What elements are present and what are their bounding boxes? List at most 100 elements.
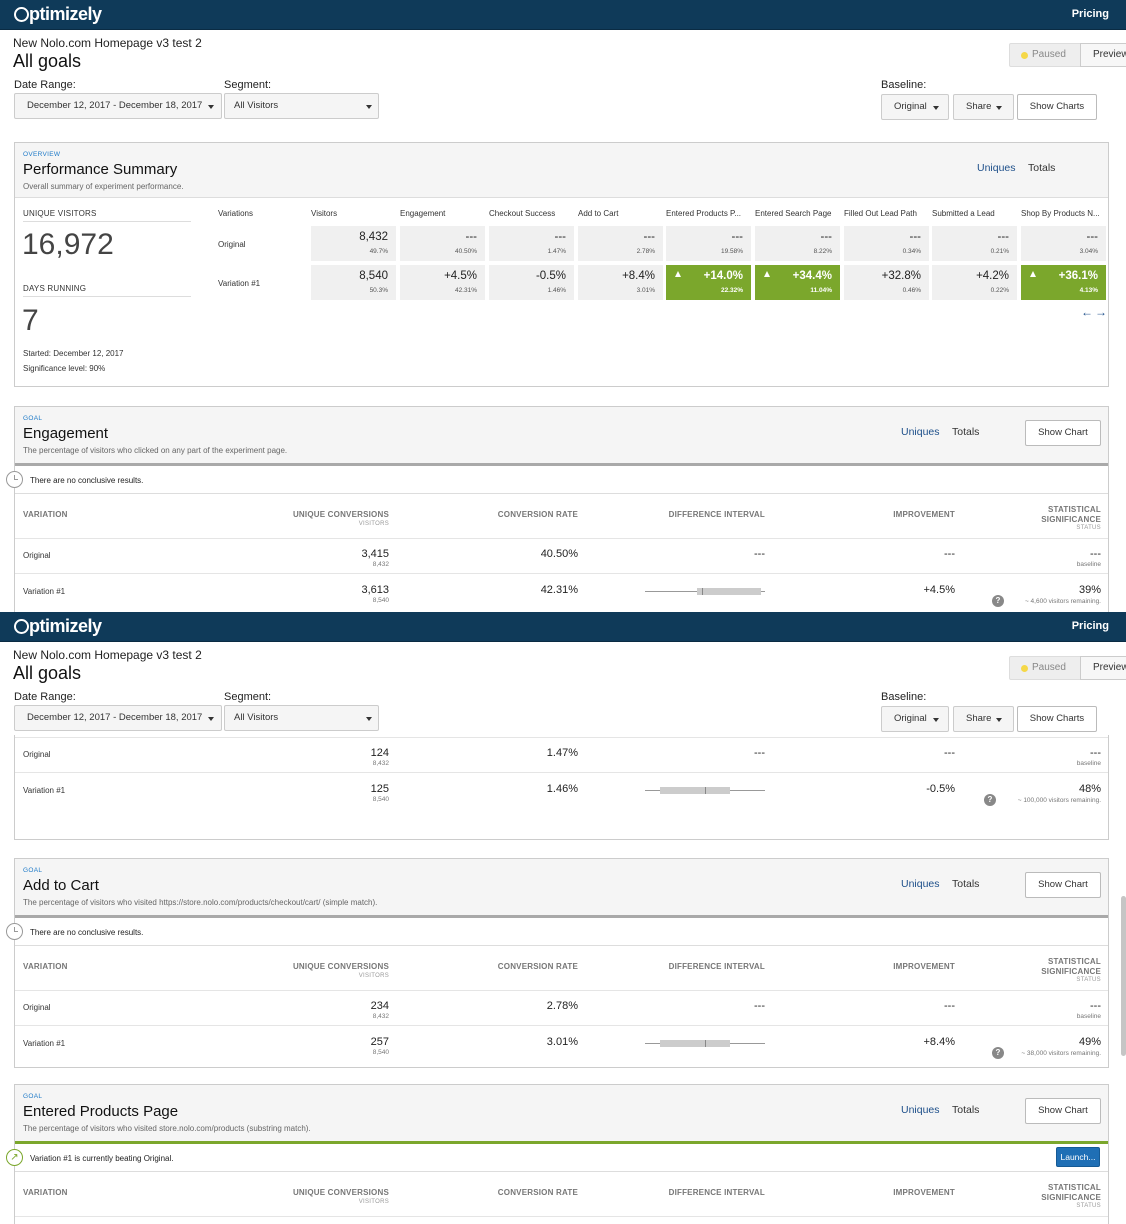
header-significance: SIGNIFICANCE <box>1041 967 1101 976</box>
summary-cell[interactable]: --- 0.21% <box>932 226 1017 261</box>
cell-sub-value: 22.32% <box>720 287 743 294</box>
help-icon[interactable]: ? <box>992 595 1004 607</box>
summary-cell[interactable]: +4.2% 0.22% <box>932 265 1017 300</box>
date-range-label: Date Range: <box>14 79 76 91</box>
column-header: Submitted a Lead <box>932 209 995 218</box>
header-status-sub: STATUS <box>1076 977 1101 983</box>
cell-value: 8,432 <box>359 231 388 243</box>
header-conversion-rate: CONVERSION RATE <box>497 962 578 971</box>
scrollbar[interactable] <box>1121 896 1126 1056</box>
goal-kicker: GOAL <box>23 867 43 874</box>
help-icon[interactable]: ? <box>992 1047 1004 1059</box>
summary-cell[interactable]: --- 2.78% <box>578 226 663 261</box>
screenshot-top: ptimizely Pricing New Nolo.com Homepage … <box>0 0 1126 612</box>
tab-uniques[interactable]: Uniques <box>901 878 940 890</box>
preview-button[interactable]: Preview <box>1080 43 1126 67</box>
summary-cell[interactable]: --- 0.34% <box>844 226 929 261</box>
entered-products-title: Entered Products Page <box>23 1103 179 1120</box>
significance-level: Significance level: 90% <box>23 364 106 373</box>
status-paused-button[interactable]: Paused <box>1009 43 1081 67</box>
variation-name: Original <box>23 1003 51 1012</box>
summary-cell[interactable]: +36.1% 4.13% <box>1021 265 1106 300</box>
summary-cell[interactable]: --- 19.58% <box>666 226 751 261</box>
launch-button[interactable]: Launch... <box>1056 1147 1100 1167</box>
summary-cell[interactable]: --- 3.04% <box>1021 226 1106 261</box>
variation-name: Variation #1 <box>23 1039 66 1048</box>
baseline-dropdown[interactable]: Original <box>881 706 949 732</box>
status-bar <box>15 915 1108 918</box>
segment-dropdown[interactable]: All Visitors <box>224 93 379 119</box>
cell-value: --- <box>820 231 833 243</box>
date-range-dropdown[interactable]: December 12, 2017 - December 18, 2017 <box>14 705 222 731</box>
show-chart-button[interactable]: Show Chart <box>1025 872 1101 898</box>
tab-uniques[interactable]: Uniques <box>977 162 1016 174</box>
summary-cell[interactable]: +34.4% 11.04% <box>755 265 840 300</box>
share-dropdown[interactable]: Share <box>953 94 1014 120</box>
tab-totals[interactable]: Totals <box>1028 162 1056 174</box>
date-range-value: December 12, 2017 - December 18, 2017 <box>27 712 203 723</box>
summary-cell[interactable]: 8,432 49.7% <box>311 226 396 261</box>
summary-cell[interactable]: --- 8.22% <box>755 226 840 261</box>
header-improvement: IMPROVEMENT <box>893 510 955 519</box>
chevron-down-icon <box>208 717 214 721</box>
tab-totals[interactable]: Totals <box>952 878 980 890</box>
tab-uniques[interactable]: Uniques <box>901 1104 940 1116</box>
goal-add-to-cart-panel: GOAL Add to Cart The percentage of visit… <box>6 858 1109 1068</box>
summary-cell[interactable]: +32.8% 0.46% <box>844 265 929 300</box>
show-charts-button[interactable]: Show Charts <box>1017 94 1097 120</box>
tab-totals[interactable]: Totals <box>952 1104 980 1116</box>
trending-up-icon: ↗ <box>6 1149 23 1166</box>
tab-uniques[interactable]: Uniques <box>901 426 940 438</box>
column-header: Entered Search Page <box>755 209 832 218</box>
goal-engagement-panel: GOAL Engagement The percentage of visito… <box>6 406 1109 612</box>
interval-range <box>660 1040 730 1047</box>
segment-label: Segment: <box>224 691 272 703</box>
interval-range <box>697 588 761 595</box>
pricing-link[interactable]: Pricing <box>1071 620 1109 632</box>
tab-totals[interactable]: Totals <box>952 426 980 438</box>
optimizely-logo[interactable]: ptimizely <box>14 4 102 25</box>
engagement-header: GOAL Engagement The percentage of visito… <box>15 407 1108 464</box>
cell-sub-value: 1.46% <box>547 287 566 294</box>
summary-cell[interactable]: +8.4% 3.01% <box>578 265 663 300</box>
baseline-dropdown[interactable]: Original <box>881 94 949 120</box>
show-charts-button[interactable]: Show Charts <box>1017 706 1097 732</box>
preview-button[interactable]: Preview <box>1080 656 1126 680</box>
difference-interval-value: --- <box>754 548 765 560</box>
entered-products-desc: The percentage of visitors who visited s… <box>23 1124 311 1133</box>
variation-name: Original <box>23 750 51 759</box>
date-range-dropdown[interactable]: December 12, 2017 - December 18, 2017 <box>14 93 222 119</box>
summary-cell[interactable]: -0.5% 1.46% <box>489 265 574 300</box>
show-chart-button[interactable]: Show Chart <box>1025 420 1101 446</box>
column-header: Add to Cart <box>578 209 619 218</box>
days-running-label: DAYS RUNNING <box>23 284 87 293</box>
up-triangle-icon <box>764 271 770 277</box>
cell-sub-value: 0.34% <box>902 248 921 255</box>
interval-range <box>660 787 730 794</box>
segment-dropdown[interactable]: All Visitors <box>224 705 379 731</box>
logo-o-icon <box>14 7 29 22</box>
summary-desc: Overall summary of experiment performanc… <box>23 182 184 191</box>
show-chart-button[interactable]: Show Chart <box>1025 1098 1101 1124</box>
summary-cell[interactable]: 8,540 50.3% <box>311 265 396 300</box>
conclusive-status: There are no conclusive results. <box>6 918 1108 946</box>
status-paused-button[interactable]: Paused <box>1009 656 1081 680</box>
header-improvement: IMPROVEMENT <box>893 962 955 971</box>
up-triangle-icon <box>675 271 681 277</box>
scroll-arrows-icon[interactable]: ←→ <box>1081 305 1109 319</box>
status-text: There are no conclusive results. <box>30 928 144 937</box>
baseline-label: Baseline: <box>881 691 927 703</box>
summary-title: Performance Summary <box>23 161 178 178</box>
divider <box>23 221 191 222</box>
pricing-link[interactable]: Pricing <box>1071 8 1109 20</box>
optimizely-logo[interactable]: ptimizely <box>14 616 102 637</box>
summary-cell[interactable]: +4.5% 42.31% <box>400 265 485 300</box>
help-icon[interactable]: ? <box>984 794 996 806</box>
summary-cell[interactable]: --- 1.47% <box>489 226 574 261</box>
summary-cell[interactable]: --- 40.50% <box>400 226 485 261</box>
summary-cell[interactable]: +14.0% 22.32% <box>666 265 751 300</box>
divider <box>23 296 191 297</box>
share-dropdown[interactable]: Share <box>953 706 1014 732</box>
header-variation: VARIATION <box>23 1188 68 1197</box>
improvement-value: --- <box>944 548 955 560</box>
